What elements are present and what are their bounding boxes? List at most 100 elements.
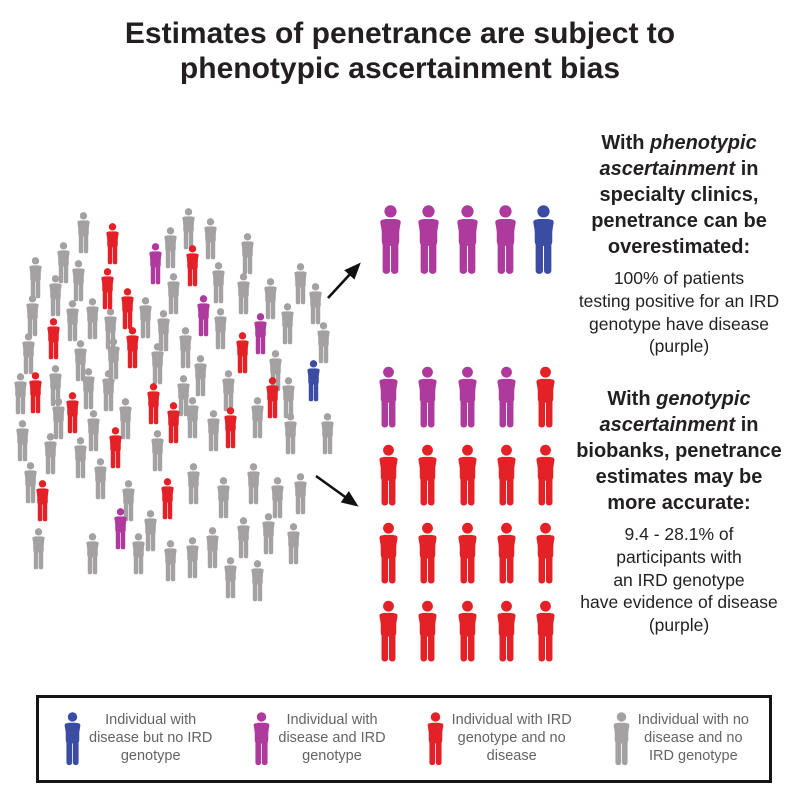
cluster-person [128,533,149,575]
cluster-person [105,427,126,469]
person-icon [97,268,118,310]
person-icon [213,477,234,519]
person-icon [452,596,483,667]
legend-label-line: disease and IRD [278,730,386,747]
person-row [373,362,561,433]
legend-label-line: Individual with no [637,712,749,729]
cluster-person [183,463,204,505]
person-icon [12,420,33,462]
person-icon [491,596,522,667]
person-icon [277,303,298,345]
legend-label-line: IRD genotype [649,747,738,764]
person-icon [145,243,166,285]
cluster-person [117,288,138,330]
heading-line: ascertainment in [556,412,800,438]
cluster-person [163,402,184,444]
person-row [373,440,561,511]
person-icon [40,433,61,475]
person-icon [412,362,443,433]
person-icon [237,233,258,275]
heading-segment: penetrance can be [591,210,767,232]
cluster-person [317,413,338,455]
heading-italic-segment: ascertainment [599,414,736,436]
heading-segment: in [735,414,759,436]
genotypic-body: 9.4 - 28.1% of participants with an IRD ge… [556,523,800,637]
cluster-person [220,407,241,449]
legend-item: Individual with disease but no IRD genotyp… [59,710,212,768]
cluster-person [305,283,326,325]
figure-title: Estimates of penetrance are subject to p… [0,16,800,87]
biobank-sample-group [373,362,561,667]
cluster-person [143,383,164,425]
cluster-person [182,537,203,579]
cluster-person [25,257,46,299]
person-icon [62,300,83,342]
cluster-person [147,343,168,385]
legend-label-line: genotype and no [457,730,566,747]
person-icon [147,343,168,385]
person-icon [248,710,275,768]
person-icon [280,413,301,455]
cluster-person [220,557,241,599]
cluster-person [43,318,64,360]
body-line: (purple) [648,615,710,635]
cluster-person [62,300,83,342]
cluster-person [233,273,254,315]
cluster-person [178,208,199,250]
cluster-person [258,513,279,555]
cluster-person [110,508,131,550]
person-icon [200,218,221,260]
body-line: (purple) [648,336,710,357]
person-icon [491,362,522,433]
cluster-person [182,397,203,439]
heading-segment: biobanks, penetrance [576,440,782,462]
person-icon [182,245,203,287]
person-row [373,196,561,284]
person-icon [233,273,254,315]
person-icon [305,283,326,325]
heading-line: biobanks, penetrance [556,438,800,464]
person-icon [218,370,239,412]
cluster-person [218,370,239,412]
figure-title-line2: phenotypic ascertainment bias [179,52,621,86]
person-icon [373,596,404,667]
person-icon [128,533,149,575]
legend-label: Individual with no disease and no IRD geno… [638,712,749,765]
person-icon [43,318,64,360]
cluster-person [62,392,83,434]
heading-segment: in [735,158,759,180]
legend-label-line: Individual with [286,712,378,729]
body-line: 9.4 - 28.1% of [624,524,734,544]
cluster-person [193,295,214,337]
cluster-person [32,480,53,522]
person-icon [220,557,241,599]
legend-label-line: disease [486,747,537,764]
heading-italic-segment: phenotypic [650,132,757,154]
person-icon [412,596,443,667]
person-icon [373,362,404,433]
cluster-person [25,372,46,414]
cluster-person [200,218,221,260]
person-icon [183,463,204,505]
person-icon [412,440,443,511]
cluster-person [182,245,203,287]
person-icon [233,517,254,559]
person-icon [262,377,283,419]
legend-label-line: genotype [120,747,181,764]
person-row [373,518,561,589]
cluster-person [82,533,103,575]
person-icon [68,260,89,302]
cluster-person [68,260,89,302]
person-icon [163,402,184,444]
person-icon [182,537,203,579]
legend-label-line: Individual with [105,712,197,729]
heading-segment: With [601,132,651,154]
body-line: genotype have disease [589,313,769,334]
person-icon [25,257,46,299]
phenotypic-heading: With phenotypic ascertainment in specialty… [556,130,800,260]
cluster-person [22,295,43,337]
heading-segment: overestimated: [607,236,751,258]
cluster-person [145,243,166,285]
legend-label: Individual with disease and IRD genotype [278,712,385,765]
legend-item: Individual with IRD genotype and no diseas… [422,710,572,768]
